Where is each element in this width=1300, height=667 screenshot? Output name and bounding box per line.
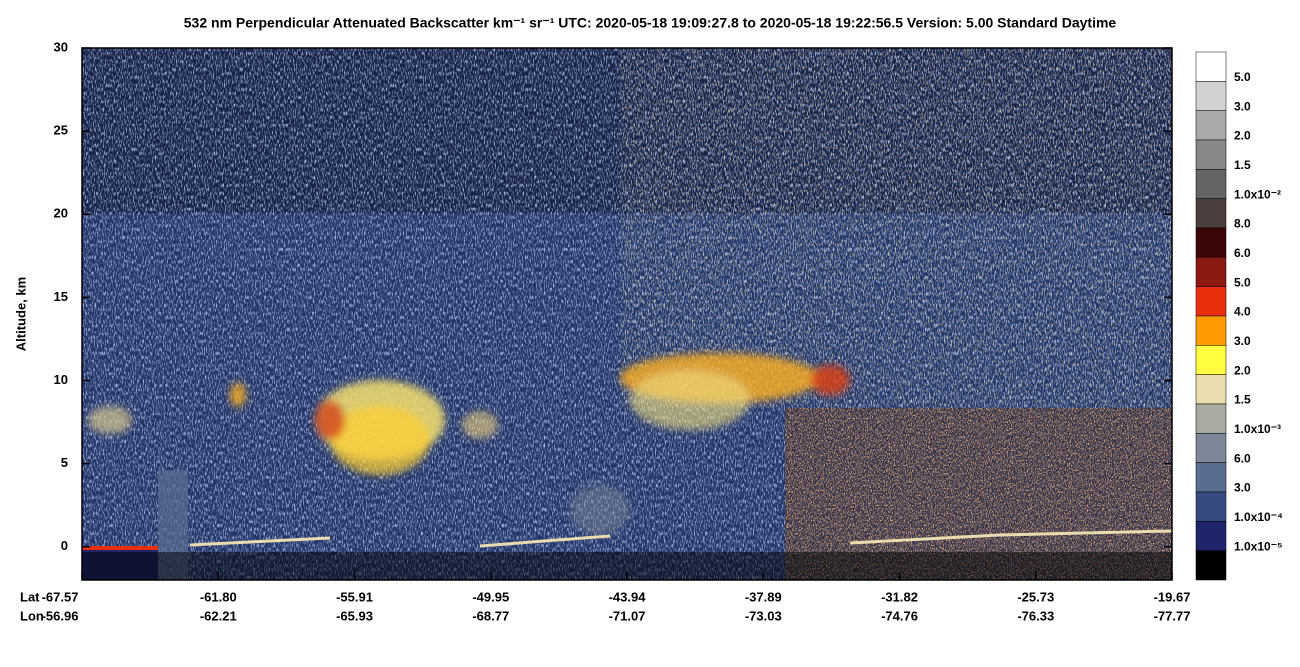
colorbar-swatch [1195, 403, 1227, 434]
x-tick-label: -31.82 [881, 589, 918, 604]
colorbar-label: 1.0x10⁻⁴ [1234, 510, 1283, 524]
x-tick-label: -49.95 [472, 589, 509, 604]
colorbar-swatch [1195, 491, 1227, 522]
colorbar-swatch [1195, 550, 1227, 581]
x-tick-label: -61.80 [200, 589, 237, 604]
colorbar-swatch [1195, 110, 1227, 141]
colorbar-label: 1.5 [1234, 158, 1251, 172]
colorbar-swatch [1195, 257, 1227, 287]
colorbar-swatch [1195, 286, 1227, 317]
x-tick-label: -76.33 [1017, 608, 1054, 623]
colorbar-label: 6.0 [1234, 451, 1251, 465]
x-row-label: Lat [20, 589, 40, 604]
colorbar-swatch [1195, 51, 1227, 82]
y-tick-label: 30 [54, 39, 68, 54]
x-tick-label: -67.57 [42, 589, 79, 604]
x-tick-label: -68.77 [472, 608, 509, 623]
x-tick-label: -77.77 [1154, 608, 1191, 623]
x-tick-label: -62.21 [200, 608, 237, 623]
colorbar-label: 1.0x10⁻⁵ [1234, 539, 1283, 553]
x-tick-label: -74.76 [881, 608, 918, 623]
colorbar-swatch [1195, 374, 1227, 405]
colorbar-label: 4.0 [1234, 305, 1251, 319]
x-tick-label: -43.94 [609, 589, 647, 604]
colorbar-swatch [1195, 139, 1227, 170]
colorbar-swatch [1195, 169, 1227, 199]
colorbar-label: 3.0 [1234, 481, 1251, 495]
y-tick-label: 5 [61, 455, 68, 470]
colorbar-label: 3.0 [1234, 334, 1251, 348]
colorbar-label: 2.0 [1234, 363, 1251, 377]
x-tick-label: -25.73 [1017, 589, 1054, 604]
y-axis-label: Altitude, km [13, 277, 28, 351]
chart-title: 532 nm Perpendicular Attenuated Backscat… [184, 15, 1117, 31]
colorbar-swatch [1195, 315, 1227, 346]
x-tick-label: -56.96 [42, 608, 79, 623]
colorbar-swatch [1195, 227, 1227, 258]
colorbar-label: 5.0 [1234, 275, 1251, 289]
x-row-label: Lon [20, 608, 44, 623]
y-tick-label: 20 [54, 206, 68, 221]
colorbar-swatch [1195, 462, 1227, 493]
y-tick-label: 15 [54, 289, 68, 304]
colorbar-label: 1.5 [1234, 393, 1251, 407]
colorbar-label: 8.0 [1234, 217, 1251, 231]
colorbar-label: 6.0 [1234, 246, 1251, 260]
y-tick-label: 10 [54, 372, 68, 387]
x-tick-label: -37.89 [745, 589, 782, 604]
colorbar-swatch [1195, 345, 1227, 375]
colorbar-label: 3.0 [1234, 99, 1251, 113]
colorbar-swatch [1195, 521, 1227, 551]
x-tick-label: -71.07 [609, 608, 646, 623]
colorbar-swatch [1195, 433, 1227, 463]
colorbar-label: 2.0 [1234, 129, 1251, 143]
x-tick-label: -65.93 [336, 608, 373, 623]
x-tick-label: -19.67 [1154, 589, 1191, 604]
y-tick-label: 25 [54, 123, 68, 138]
colorbar-label: 5.0 [1234, 70, 1251, 84]
y-tick-label: 0 [61, 538, 68, 553]
colorbar-label: 1.0x10⁻² [1234, 187, 1281, 201]
curtain-image [82, 48, 1172, 580]
colorbar-swatch [1195, 198, 1227, 229]
colorbar-label: 1.0x10⁻³ [1234, 422, 1281, 436]
colorbar-swatch [1195, 81, 1227, 111]
x-tick-label: -73.03 [745, 608, 782, 623]
x-tick-label: -55.91 [336, 589, 373, 604]
